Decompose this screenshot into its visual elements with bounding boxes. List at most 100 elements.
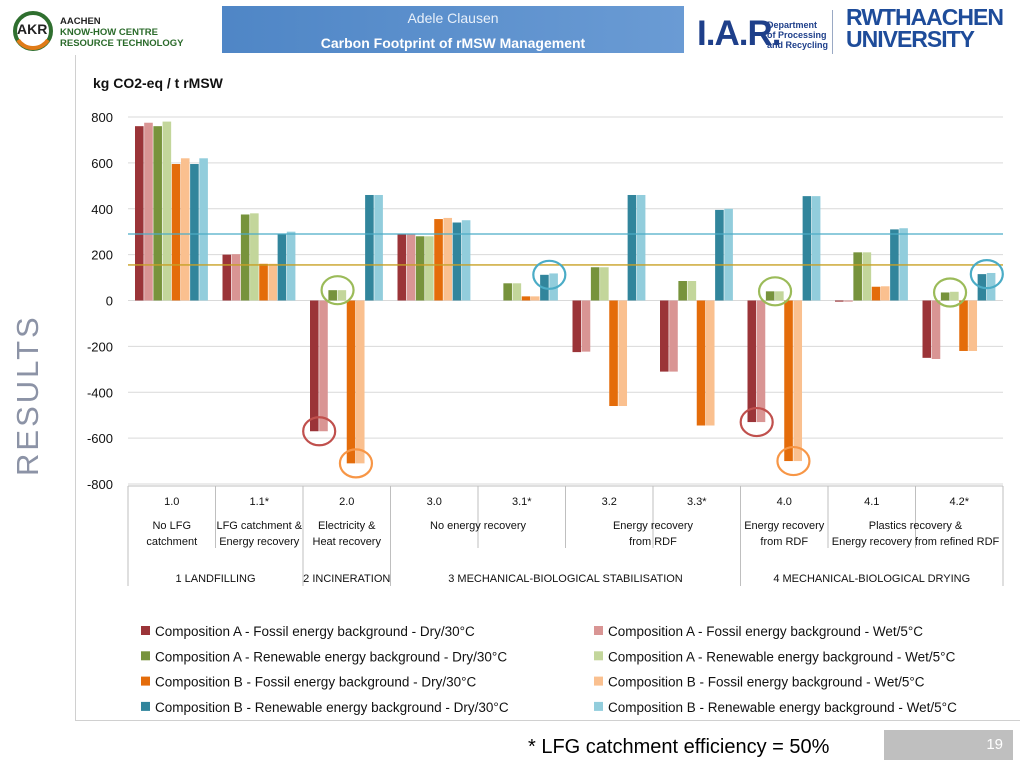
bar [765, 291, 775, 301]
span-desc: Energy recovery from refined RDF [832, 536, 1000, 548]
chart-bars [135, 121, 996, 464]
category-code: 1.1* [249, 496, 269, 508]
category-desc: Heat recovery [313, 536, 382, 548]
author-name: Adele Clausen [407, 10, 499, 26]
bar [452, 222, 462, 301]
legend-swatch [141, 676, 150, 686]
bar [240, 214, 250, 301]
bar [618, 300, 628, 407]
bar [669, 300, 678, 372]
bar [572, 300, 582, 353]
iar-logo-mark: I.A.R. [697, 14, 781, 53]
group-label: 4 MECHANICAL-BIOLOGICAL DRYING [773, 573, 970, 585]
bar [222, 254, 232, 301]
bar [747, 300, 757, 423]
highlight-circle [776, 445, 811, 477]
y-tick-label: 600 [91, 156, 113, 171]
bar [871, 286, 881, 301]
content-left-border [75, 55, 76, 720]
legend-swatch [141, 651, 150, 661]
bar [521, 296, 531, 301]
y-tick-label: -600 [87, 431, 113, 446]
bar [425, 236, 434, 301]
category-desc: Electricity & [318, 520, 376, 532]
bar [862, 252, 872, 301]
category-code: 4.1 [864, 496, 879, 508]
category-desc: Energy recovery [219, 536, 300, 548]
legend-label: Composition B - Renewable energy backgro… [155, 700, 509, 715]
page-number: 19 [986, 736, 1003, 753]
akr-logo-mark: AKR [17, 21, 48, 37]
highlight-circle [969, 259, 1004, 290]
bar [365, 194, 374, 301]
iar-department: Department of Processing and Recycling [767, 20, 837, 50]
chart-title: kg CO2-eq / t rMSW [93, 75, 224, 91]
bar [756, 300, 766, 423]
bar [940, 292, 950, 301]
rwth-logo-line2: UNIVERSITY [846, 26, 975, 52]
bar [627, 194, 637, 301]
bar [715, 209, 724, 301]
group-label: 1 LANDFILLING [175, 573, 255, 585]
bar [374, 194, 383, 301]
logo-separator [832, 10, 833, 54]
bar [250, 213, 259, 301]
bar [678, 281, 687, 301]
bar [144, 122, 153, 301]
highlight-circle [338, 448, 374, 479]
iar-dept-line1: Department [767, 20, 818, 30]
bar [549, 273, 558, 301]
akr-logo-line1: AACHEN [60, 16, 101, 27]
bar [802, 196, 812, 301]
category-code: 4.0 [777, 496, 792, 508]
bar [434, 219, 443, 301]
bar [319, 300, 328, 432]
akr-logo: AKR AACHEN KNOW-HOW CENTRE RESOURCE TECH… [10, 8, 210, 56]
legend-swatch [594, 626, 603, 635]
chart-axis: 800 600 400 200 0 -200 -400 -600 -800 1.0 No LFG ca… [87, 110, 1004, 586]
category-code: 3.1* [512, 496, 532, 508]
y-tick-label: 200 [91, 248, 113, 263]
akr-logo-line3: RESOURCE TECHNOLOGY [60, 38, 184, 49]
legend-swatch [141, 701, 150, 711]
bar [231, 254, 241, 301]
bar [950, 291, 959, 301]
bar [784, 300, 793, 462]
bar [355, 300, 365, 464]
bar [328, 290, 337, 301]
group-label: 2 INCINERATION [303, 573, 390, 585]
bar [696, 300, 706, 426]
chart-highlight-circles [302, 259, 1004, 479]
bar [922, 300, 932, 358]
bar [259, 263, 268, 301]
legend-label: Composition A - Fossil energy background… [608, 624, 923, 639]
highlight-circle [320, 275, 355, 306]
bar [286, 231, 296, 301]
bar [775, 291, 784, 301]
bar [268, 263, 278, 301]
legend-swatch [594, 701, 603, 711]
chart-reference-lines [128, 233, 1003, 266]
rwth-logo: RWTHAACHEN UNIVERSITY [846, 4, 1004, 52]
bar [190, 164, 199, 301]
bar [590, 267, 600, 301]
rwth-logo-line1: RWTHAACHEN [846, 4, 1004, 30]
bar [724, 208, 733, 301]
bar [530, 296, 540, 301]
bar [931, 300, 941, 359]
chart-legend: Composition A - Fossil energy background… [141, 624, 957, 715]
category-desc: No LFG [152, 520, 191, 532]
bar [687, 281, 697, 301]
bar [310, 300, 319, 432]
category-code: 3.3* [687, 496, 707, 508]
highlight-circle [532, 259, 567, 290]
highlight-circle [932, 277, 968, 308]
legend-swatch [594, 676, 603, 686]
bar [135, 126, 144, 301]
bar [793, 300, 803, 462]
highlight-circle [302, 416, 337, 447]
header-band: Adele Clausen Carbon Footprint of rMSW M… [222, 6, 684, 53]
category-code: 2.0 [339, 496, 354, 508]
legend-label: Composition B - Fossil energy background… [155, 675, 477, 690]
bar [600, 267, 609, 301]
